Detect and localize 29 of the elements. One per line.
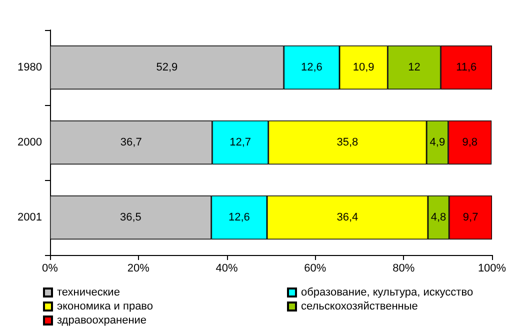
legend-label: образование, культура, искусство [301, 286, 474, 298]
x-tick-label: 100% [478, 262, 506, 274]
data-label: 9,8 [462, 136, 478, 148]
data-label: 35,8 [336, 136, 358, 148]
legend-label: сельскохозяйственные [301, 300, 418, 312]
x-tick-label: 60% [304, 262, 326, 274]
data-label: 9,7 [462, 212, 478, 224]
legend-label: здравоохранение [57, 314, 147, 326]
data-label: 12,6 [228, 212, 250, 224]
data-label: 12 [408, 62, 420, 74]
data-label: 10,9 [352, 62, 374, 74]
x-tick-label: 0% [42, 262, 58, 274]
data-label: 36,7 [120, 136, 142, 148]
legend-label: технические [57, 286, 120, 298]
y-tick-label: 2000 [18, 136, 42, 148]
data-label: 12,7 [230, 136, 251, 148]
legend-label: экономика и право [57, 300, 154, 312]
data-label: 36,4 [336, 212, 358, 224]
x-tick-label: 80% [392, 262, 415, 274]
data-label: 36,5 [120, 212, 142, 224]
x-tick-label: 20% [127, 262, 150, 274]
data-label: 11,6 [456, 62, 477, 74]
x-tick-label: 40% [216, 262, 238, 274]
y-tick-label: 2001 [18, 212, 42, 224]
data-label: 52,9 [156, 62, 178, 74]
data-label: 4,8 [430, 212, 446, 224]
data-label: 12,6 [300, 62, 322, 74]
y-tick-label: 1980 [18, 62, 42, 74]
data-label: 4,9 [430, 136, 446, 148]
